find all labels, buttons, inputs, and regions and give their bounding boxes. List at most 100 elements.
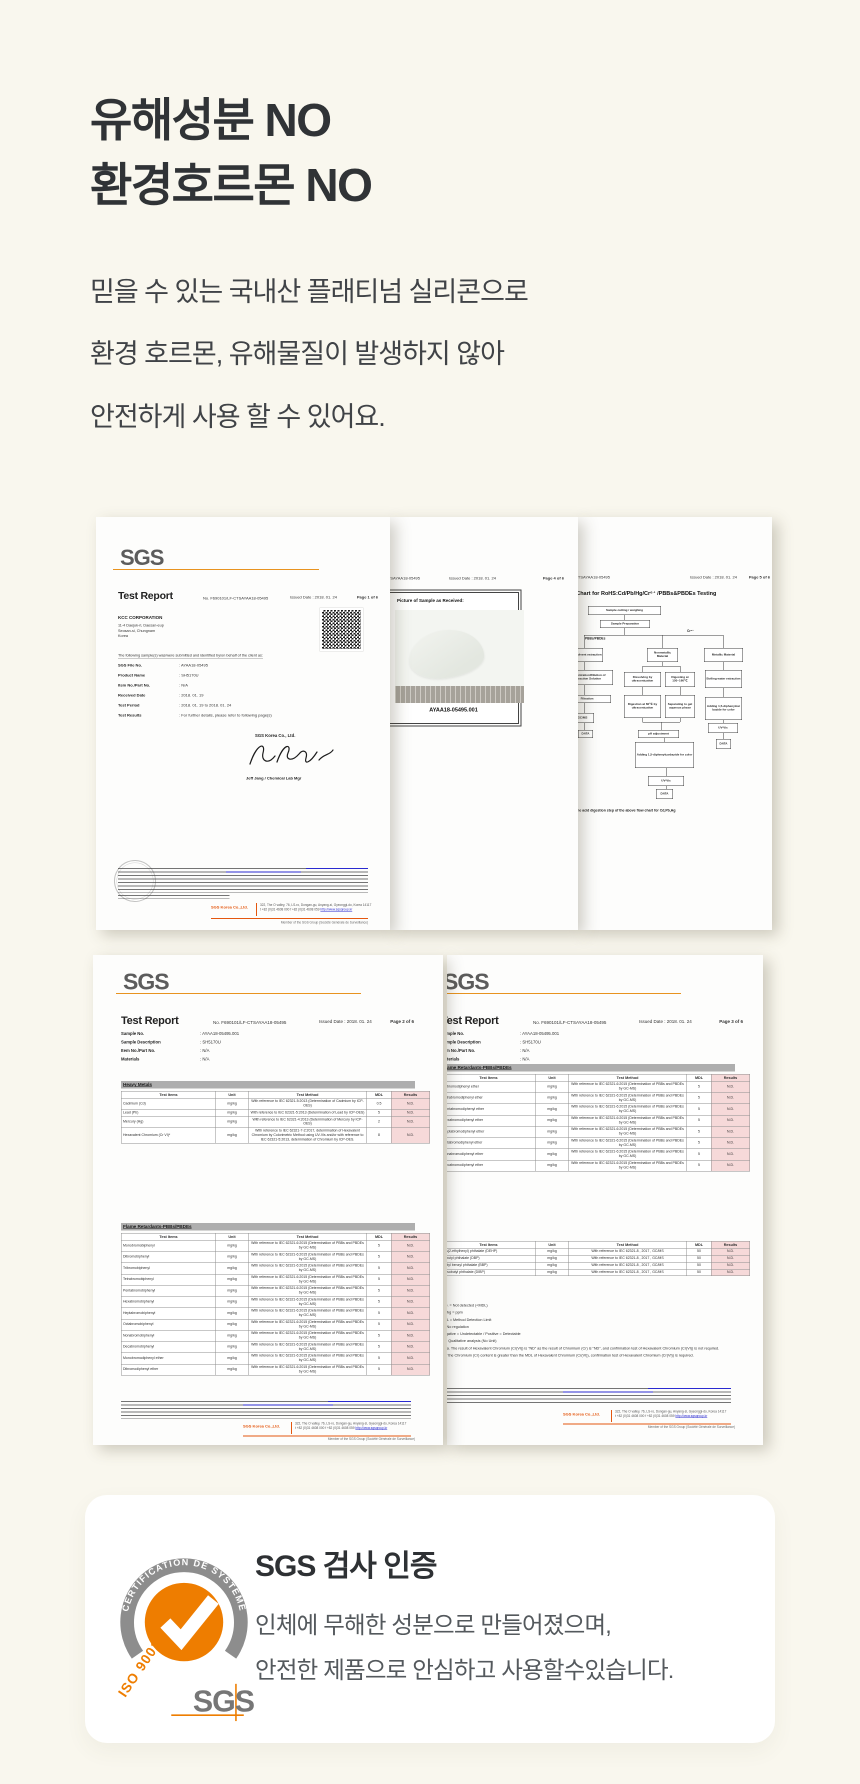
flowchart-node: UV-Vis	[648, 776, 684, 786]
col-header: Test Items	[121, 1232, 216, 1241]
flowchart-connector	[723, 733, 724, 739]
report-title: Test Report	[447, 1014, 499, 1027]
table-row: Tetrabromobiphenyl mg/kg With reference …	[121, 1273, 430, 1286]
flowchart-connector	[642, 718, 643, 722]
note-line: mg/kg = ppm	[447, 1310, 463, 1315]
table-row: Nonabromodiphenyl ether mg/kg With refer…	[447, 1148, 750, 1161]
note-line: ** = Qualitative analysis (No Unit)	[447, 1338, 497, 1344]
flowchart-connector	[664, 738, 665, 742]
report-field-row: Sample Description : SH5170U	[447, 1039, 541, 1045]
disclaimer-link-placeholder	[306, 868, 368, 869]
flowchart-node: DATA	[656, 789, 673, 799]
flowchart-connector	[584, 662, 585, 670]
report-field-row: Sample No. : AYAA18-05495.001	[447, 1031, 560, 1036]
flowchart-node: Adding Solvent extraction	[578, 648, 603, 662]
signer-name: Jeff Jang / Chemical Lab Mgr	[246, 776, 302, 781]
issued-date: Issued Date : 2018. 01. 24	[319, 1019, 372, 1024]
footer-rule	[563, 1423, 731, 1425]
table-row: Decabromodiphenyl ether mg/kg With refer…	[447, 1159, 750, 1172]
col-header: Test Items	[447, 1240, 536, 1249]
report-fields: Sample No. : AYAA18-05495.001 Sample Des…	[121, 1031, 401, 1065]
report-field-row: SGS File No. : AYAA18-05495	[118, 663, 208, 668]
footer-member: Member of the SGS Group (Société Général…	[327, 1437, 415, 1442]
cert-text-block: SGS 검사 인증 인체에 무해한 성분으로 만들어졌으며, 안전한 제품으로 …	[255, 1541, 674, 1692]
table-row: Bis(2-ethylhexyl) phthalate (DEHP) mg/kg…	[447, 1248, 750, 1256]
table-row: Octabromodiphenyl ether mg/kg With refer…	[447, 1137, 750, 1150]
flowchart-connector	[723, 720, 724, 723]
heavy-metals-table: Test Items Unit Test Method MDL Results …	[121, 1090, 430, 1144]
page-number: Page 1 of 6	[356, 595, 378, 600]
cert-line1: 인체에 무해한 성분으로 만들어졌으며,	[255, 1612, 612, 1638]
flowchart-node: Boiling water extraction	[705, 670, 742, 688]
flowchart-node: Digestion at 60℃ by ultrasonication	[624, 695, 661, 718]
flowchart-branch-label: Cr⁶⁺	[687, 629, 694, 634]
footer-web-link: http://www.sgsgroup.kr	[675, 1414, 708, 1419]
disclaimer-link-placeholder	[243, 1404, 333, 1406]
col-header: Unit	[535, 1240, 569, 1249]
flowchart-node: Adding 1,5-diphenylcar bazide for color	[705, 697, 742, 720]
table-row: Hexabromodiphenyl ether mg/kg With refer…	[447, 1114, 750, 1127]
sample-photo-box: Picture of Sample as Received: AYAA18-05…	[390, 589, 524, 727]
table-row: Octabromobiphenyl mg/kg With reference t…	[121, 1318, 430, 1331]
disclaimer-link-placeholder	[563, 1391, 653, 1393]
report-field-row: Item No./Part No. : N/A	[118, 683, 188, 688]
section-header: Flame Retardants-PBBs/PBDEs	[447, 1064, 735, 1072]
flowchart-connector	[624, 628, 625, 635]
flowchart-node: Concentration/Dilution of extraction Sol…	[578, 670, 613, 685]
report-title: Test Report	[118, 590, 173, 602]
sgs-logo: SGS	[447, 970, 763, 994]
footer-divider	[611, 1410, 612, 1422]
intro-line1: 믿을 수 있는 국내산 플래티넘 실리콘으로	[90, 276, 529, 307]
sample-photo	[395, 610, 524, 703]
table-row: Monobromodiphenyl ether mg/kg With refer…	[121, 1352, 430, 1365]
report-number: No. F690101/LF-CTSAYAA18-05495	[578, 575, 610, 580]
footer-rule	[211, 918, 368, 919]
flowchart-title: Testing Flow Chart for RoHS:Cd/Pb/Hg/Cr⁶…	[578, 590, 717, 597]
report-field-row: Test Results : For further details, plea…	[118, 713, 272, 718]
flowchart-connector	[680, 687, 681, 695]
flowchart-connector	[723, 635, 724, 648]
table-row: Butyl benzyl phthalate (BBP) mg/kg With …	[447, 1261, 750, 1270]
flowchart-connector	[642, 687, 643, 695]
flowchart-connector	[584, 635, 585, 648]
flowchart-connector	[584, 703, 585, 713]
col-header: Results	[391, 1232, 430, 1241]
table-row: Hexavalent Chromium (Cr VI)* mg/kg With …	[121, 1127, 430, 1144]
footer-address: 322, The O valley, 76, LS-ro, Dongan-gu,…	[295, 1422, 407, 1431]
photo-caption: AYAA18-05495.001	[429, 707, 478, 713]
report-field-row: Materials : N/A	[121, 1056, 210, 1062]
col-header: Test Items	[447, 1073, 536, 1082]
sgs-logo: SGS	[113, 547, 390, 570]
page-number: Page 4 of 6	[542, 576, 564, 581]
footer-web-link: http://www.sgsgroup.kr	[355, 1426, 388, 1431]
flowchart-node: Separating to get aqueous phase	[665, 695, 695, 718]
table-row: Dibromodiphenyl ether mg/kg With referen…	[121, 1363, 430, 1376]
col-header: Unit	[215, 1090, 249, 1099]
table-row: Diisobutyl phthalate (DIBP) mg/kg With r…	[447, 1268, 750, 1277]
issued-date: Issued Date : 2018. 01. 24	[639, 1019, 692, 1024]
flowchart-connector	[584, 723, 585, 730]
report-title: Test Report	[121, 1014, 179, 1027]
silicone-sample-image	[407, 627, 486, 681]
footer-member: Member of the SGS Group (Société Général…	[280, 921, 368, 925]
col-header: Test Method	[568, 1073, 687, 1082]
intro-paragraph: 믿을 수 있는 국내산 플래티넘 실리콘으로 환경 호르몬, 유해물질이 발생하…	[90, 261, 529, 449]
disclaimer-link-placeholder	[226, 871, 301, 873]
flowchart-connector	[642, 666, 680, 667]
table-row: Mercury (Hg) mg/kg With reference to IEC…	[121, 1116, 430, 1129]
footer-address: 322, The O valley, 76, LS-ro, Dongan-gu,…	[615, 1410, 727, 1419]
note-line: N.D. = Not detected (<MDL)	[447, 1303, 488, 1308]
photo-title: Picture of Sample as Received:	[397, 598, 464, 603]
report-field-row: Product Name : SH5170U	[118, 673, 199, 678]
col-header: Test Method	[248, 1090, 367, 1099]
footer-divider	[291, 1422, 292, 1434]
col-header: Test Items	[121, 1090, 216, 1099]
test-report-images-row1: SGS Test Report No. F690101/LF-CTSAYAA18…	[96, 517, 772, 930]
flowchart-connector	[662, 635, 663, 648]
report-page-1: SGS Test Report No. F690101/LF-CTSAYAA18…	[96, 517, 390, 930]
flowchart-node: Sample Preparation	[600, 620, 650, 628]
page-number: Page 2 of 6	[390, 1019, 414, 1024]
table-row: Tribromodiphenyl ether mg/kg With refere…	[447, 1081, 750, 1093]
report-page-2: SGS Test Report No. F690101/LF-CTSAYAA18…	[93, 955, 443, 1445]
issued-date: Issued Date : 2018. 01. 24	[290, 595, 337, 600]
